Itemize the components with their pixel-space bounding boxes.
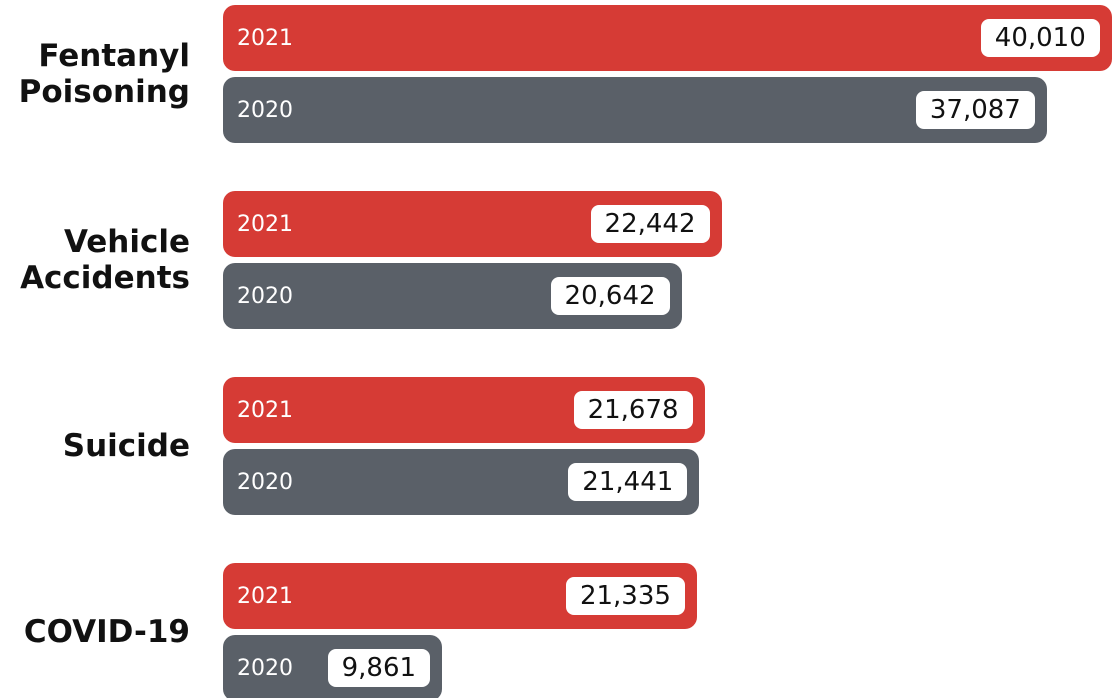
data-label: 20,642 <box>550 277 670 315</box>
bar: 2021 21,678 <box>223 377 705 443</box>
bar: 2020 21,441 <box>223 449 700 515</box>
data-label: 22,442 <box>590 205 710 243</box>
bar: 2020 37,087 <box>223 77 1047 143</box>
bar: 2021 22,442 <box>223 191 722 257</box>
series-label: 2020 <box>237 283 293 309</box>
category-label: COVID-19 <box>23 614 190 650</box>
series-label: 2021 <box>237 397 293 423</box>
category-label: Vehicle Accidents <box>20 224 190 296</box>
data-label: 40,010 <box>980 19 1100 57</box>
bar: 2020 9,861 <box>223 635 443 698</box>
series-label: 2020 <box>237 97 293 123</box>
bar: 2021 40,010 <box>223 5 1112 71</box>
bar: 2020 20,642 <box>223 263 682 329</box>
data-label: 21,335 <box>565 577 685 615</box>
data-label: 9,861 <box>327 649 431 687</box>
series-label: 2020 <box>237 469 293 495</box>
data-label: 21,441 <box>568 463 688 501</box>
series-label: 2021 <box>237 25 293 51</box>
data-label: 21,678 <box>573 391 693 429</box>
series-label: 2021 <box>237 583 293 609</box>
data-label: 37,087 <box>915 91 1035 129</box>
category-label: Suicide <box>62 428 190 464</box>
category-label: Fentanyl Poisoning <box>18 38 190 110</box>
series-label: 2021 <box>237 211 293 237</box>
bar: 2021 21,335 <box>223 563 697 629</box>
series-label: 2020 <box>237 655 293 681</box>
